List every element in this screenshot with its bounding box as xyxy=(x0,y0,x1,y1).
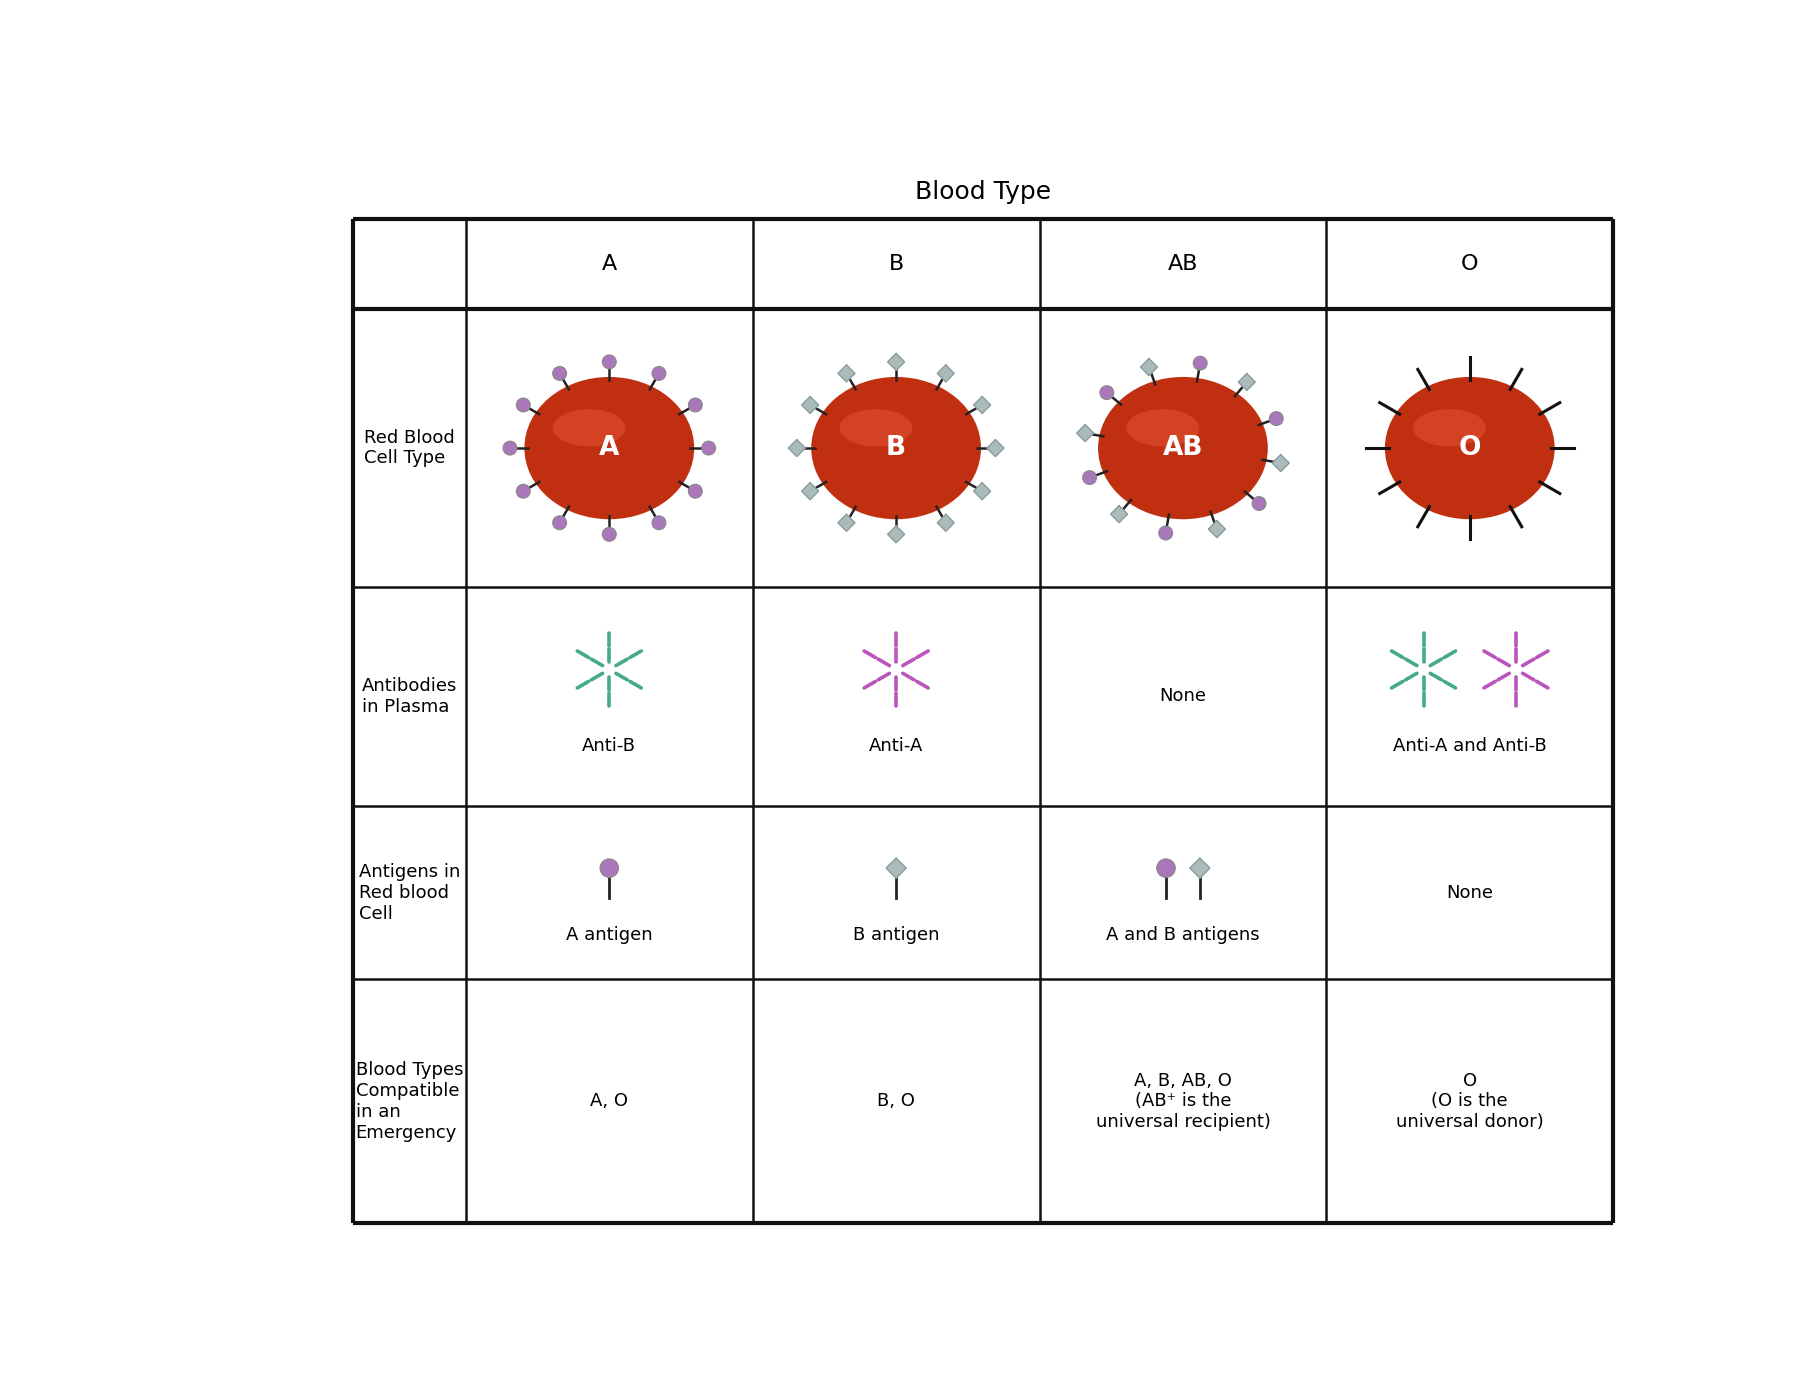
Circle shape xyxy=(689,398,703,412)
Circle shape xyxy=(1194,356,1207,370)
Polygon shape xyxy=(888,526,904,543)
Text: Anti-B: Anti-B xyxy=(582,738,636,756)
Text: A: A xyxy=(600,436,620,461)
Text: Antibodies
in Plasma: Antibodies in Plasma xyxy=(362,677,457,715)
Ellipse shape xyxy=(529,380,690,516)
Circle shape xyxy=(1270,412,1283,426)
Circle shape xyxy=(600,859,618,877)
Ellipse shape xyxy=(839,409,911,447)
Ellipse shape xyxy=(1122,397,1243,498)
Text: B, O: B, O xyxy=(877,1093,915,1111)
Polygon shape xyxy=(1190,857,1210,878)
Polygon shape xyxy=(937,514,955,532)
Ellipse shape xyxy=(565,411,654,486)
Text: None: None xyxy=(1446,884,1493,902)
Ellipse shape xyxy=(815,380,977,516)
Ellipse shape xyxy=(1413,409,1486,447)
Ellipse shape xyxy=(1384,377,1555,519)
Text: O
(O is the
universal donor): O (O is the universal donor) xyxy=(1395,1072,1544,1132)
Text: B antigen: B antigen xyxy=(853,926,939,944)
Polygon shape xyxy=(801,397,819,413)
Ellipse shape xyxy=(553,409,625,447)
Polygon shape xyxy=(1238,373,1256,391)
Circle shape xyxy=(1100,386,1114,400)
Circle shape xyxy=(701,441,716,455)
Polygon shape xyxy=(1140,359,1158,376)
Ellipse shape xyxy=(1127,409,1200,447)
Circle shape xyxy=(652,366,665,380)
Circle shape xyxy=(1156,859,1176,877)
Text: O: O xyxy=(1459,436,1480,461)
Polygon shape xyxy=(788,440,805,457)
Text: O: O xyxy=(1460,255,1479,274)
Ellipse shape xyxy=(1098,377,1268,519)
Polygon shape xyxy=(1076,425,1094,441)
Ellipse shape xyxy=(1102,380,1263,516)
Ellipse shape xyxy=(1426,411,1515,486)
Text: A, B, AB, O
(AB⁺ is the
universal recipient): A, B, AB, O (AB⁺ is the universal recipi… xyxy=(1096,1072,1270,1132)
Polygon shape xyxy=(973,483,991,500)
Polygon shape xyxy=(973,397,991,413)
Text: Antigens in
Red blood
Cell: Antigens in Red blood Cell xyxy=(359,863,460,923)
Text: AB: AB xyxy=(1163,436,1203,461)
Text: A: A xyxy=(602,255,616,274)
Text: Blood Type: Blood Type xyxy=(915,180,1051,203)
Polygon shape xyxy=(801,483,819,500)
Ellipse shape xyxy=(1138,411,1227,486)
Text: Blood Types
Compatible
in an
Emergency: Blood Types Compatible in an Emergency xyxy=(355,1061,464,1141)
Ellipse shape xyxy=(1390,380,1551,516)
Circle shape xyxy=(553,366,567,380)
Polygon shape xyxy=(1272,455,1288,472)
Polygon shape xyxy=(1111,505,1127,522)
Circle shape xyxy=(1084,470,1096,484)
Polygon shape xyxy=(988,440,1004,457)
Text: B: B xyxy=(886,436,906,461)
Ellipse shape xyxy=(524,377,694,519)
Ellipse shape xyxy=(835,397,957,498)
Circle shape xyxy=(652,516,665,530)
Circle shape xyxy=(602,355,616,369)
Circle shape xyxy=(689,484,703,498)
Circle shape xyxy=(602,528,616,541)
Text: B: B xyxy=(888,255,904,274)
Circle shape xyxy=(1158,526,1172,540)
Text: Anti-A: Anti-A xyxy=(870,738,924,756)
Text: None: None xyxy=(1160,688,1207,706)
Ellipse shape xyxy=(812,377,980,519)
Circle shape xyxy=(1252,497,1267,511)
Circle shape xyxy=(553,516,567,530)
Ellipse shape xyxy=(1410,397,1531,498)
Polygon shape xyxy=(937,365,955,381)
Text: A antigen: A antigen xyxy=(565,926,652,944)
Ellipse shape xyxy=(852,411,940,486)
Polygon shape xyxy=(886,857,906,878)
Polygon shape xyxy=(1209,521,1225,537)
Circle shape xyxy=(516,398,531,412)
Text: A, O: A, O xyxy=(591,1093,629,1111)
Circle shape xyxy=(516,484,531,498)
Polygon shape xyxy=(837,365,855,381)
Text: Red Blood
Cell Type: Red Blood Cell Type xyxy=(364,429,455,468)
Polygon shape xyxy=(888,354,904,370)
Text: Anti-A and Anti-B: Anti-A and Anti-B xyxy=(1393,738,1547,756)
Circle shape xyxy=(504,441,516,455)
Text: AB: AB xyxy=(1167,255,1198,274)
Polygon shape xyxy=(837,514,855,532)
Text: A and B antigens: A and B antigens xyxy=(1105,926,1259,944)
Ellipse shape xyxy=(549,397,670,498)
